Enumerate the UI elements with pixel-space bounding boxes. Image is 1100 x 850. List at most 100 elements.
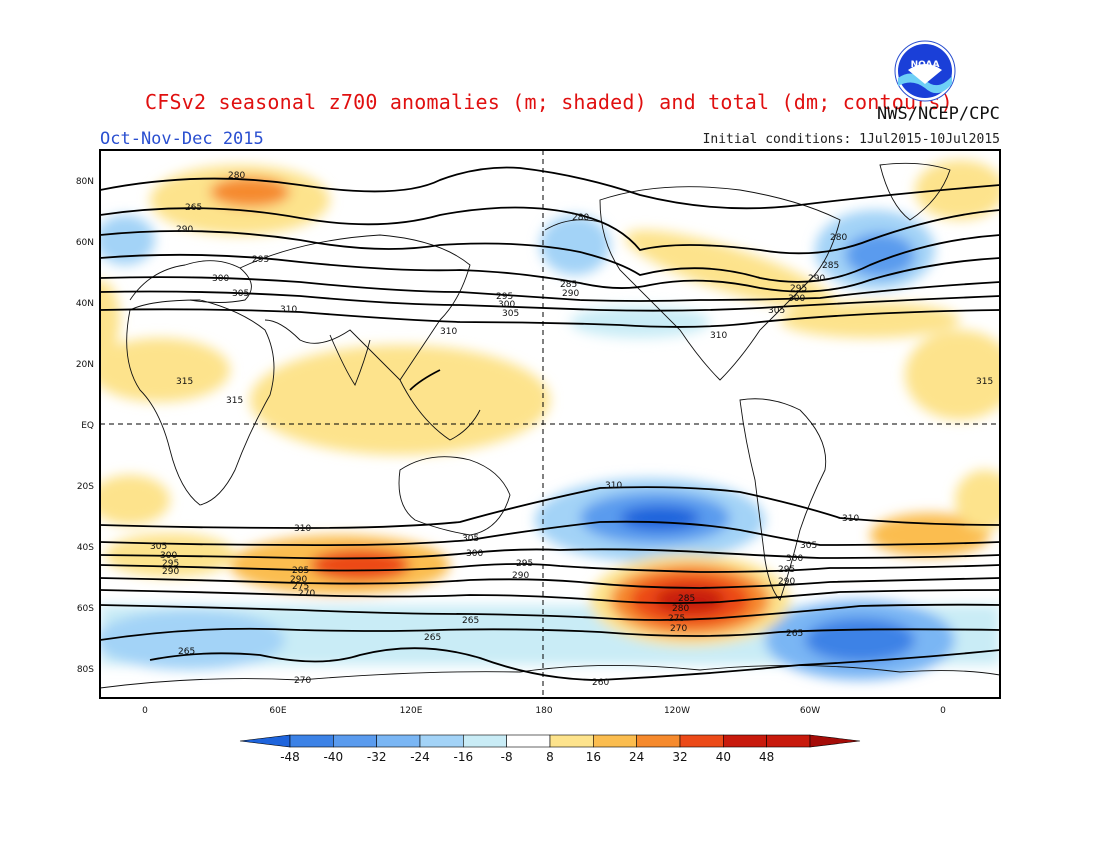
contour-label: 290 [162,567,179,577]
contour-label: 290 [778,577,795,587]
colorbar-arrow-left [239,734,291,748]
colorbar-swatch [463,734,507,748]
contour-label: 305 [800,541,817,551]
contour-label: 265 [786,629,803,639]
contour-label: 295 [778,565,795,575]
contour-label: 300 [212,274,229,284]
lon-label: 60W [800,706,820,716]
contour-label: 300 [498,300,515,310]
contour-label: 295 [252,255,269,265]
contour-label: 305 [502,309,519,319]
contour-label: 270 [294,676,311,686]
latitude-axis: 80N 60N 40N 20N EQ 20S 40S 60S 80S [76,177,94,675]
colorbar: -48 -40 -32 -24 -16 -8 8 16 24 32 40 48 [239,734,861,764]
coastlines [100,162,1000,689]
contour-label: 295 [162,559,179,569]
contour-label: 265 [178,647,195,657]
contour-label: 280 [830,233,847,243]
contour-label: 315 [176,377,193,387]
colorbar-swatch [636,734,681,748]
lat-label: 80S [77,665,94,675]
contour-label: 290 [562,289,579,299]
lat-label: 40S [77,543,94,553]
colorbar-tick-label: -32 [367,750,387,764]
colorbar-tick-label: 48 [759,750,774,764]
contour-label: 300 [160,551,177,561]
height-contours [100,166,1000,681]
lon-label: 0 [142,706,148,716]
contour-label: 260 [592,678,609,688]
season-label: Oct-Nov-Dec 2015 [100,129,264,149]
contour-label: 285 [678,594,695,604]
contour-label: 265 [462,616,479,626]
colorbar-tick-label: -48 [280,750,300,764]
colorbar-tick-label: -40 [324,750,344,764]
colorbar-swatch [376,734,421,748]
colorbar-swatch [289,734,334,748]
contour-label: 315 [976,377,993,387]
contour-label: 310 [842,514,859,524]
colorbar-arrow-right [809,734,861,748]
contour-label: 270 [670,624,687,634]
lat-label: 20N [76,360,94,370]
colorbar-swatch [549,734,594,748]
contour-label: 265 [424,633,441,643]
contour-label: 305 [768,306,785,316]
lon-label: 60E [269,706,286,716]
plot-frame [99,149,1001,699]
contour-label: 290 [808,274,825,284]
contour-label: 275 [292,582,309,592]
colorbar-swatch [766,734,811,748]
contour-label: 300 [466,549,483,559]
lon-label: 120E [400,706,423,716]
contour-label: 295 [516,559,533,569]
colorbar-tick-label: 24 [629,750,644,764]
lon-label: 0 [940,706,946,716]
contour-label: 285 [560,280,577,290]
contour-label: 270 [298,589,315,599]
contour-label: 300 [786,554,803,564]
lat-label: 80N [76,177,94,187]
colorbar-swatch [419,734,464,748]
colorbar-swatch [333,734,377,748]
lon-label: 120W [664,706,690,716]
chart-title: CFSv2 seasonal z700 anomalies (m; shaded… [145,90,953,114]
agency-label: NWS/NCEP/CPC [877,104,1000,124]
contour-label: 305 [150,542,167,552]
noaa-logo-icon: NOAA [894,40,956,102]
contour-label: 265 [185,203,202,213]
colorbar-swatch [679,734,724,748]
lon-label: 180 [535,706,552,716]
colorbar-swatch [723,734,767,748]
contour-label: 295 [790,284,807,294]
contour-labels: 280 265 290 295 300 305 310 315 280 280 … [150,171,993,688]
colorbar-swatch [593,734,637,748]
lat-label: 20S [77,482,94,492]
contour-label: 300 [788,294,805,304]
contour-label: 290 [176,225,193,235]
colorbar-tick-label: -16 [454,750,474,764]
colorbar-swatch [506,734,551,748]
lat-label: EQ [81,421,94,431]
colorbar-tick-label: -24 [410,750,430,764]
contour-label: 285 [292,566,309,576]
lat-label: 60S [77,604,94,614]
lat-label: 60N [76,238,94,248]
contour-label: 290 [290,575,307,585]
logo-text: NOAA [911,60,940,70]
contour-label: 310 [280,305,297,315]
contour-label: 275 [668,614,685,624]
contour-label: 305 [462,534,479,544]
colorbar-tick-label: 32 [672,750,687,764]
contour-label: 310 [440,327,457,337]
colorbar-tick-label: 8 [546,750,554,764]
contour-label: 310 [294,524,311,534]
longitude-axis: 0 60E 120E 180 120W 60W 0 [142,706,946,716]
contour-label: 295 [496,292,513,302]
contour-label: 310 [605,481,622,491]
contour-label: 315 [226,396,243,406]
contour-label: 280 [572,213,589,223]
initial-conditions-label: Initial conditions: 1Jul2015-10Jul2015 [702,132,1000,147]
lat-label: 40N [76,299,94,309]
